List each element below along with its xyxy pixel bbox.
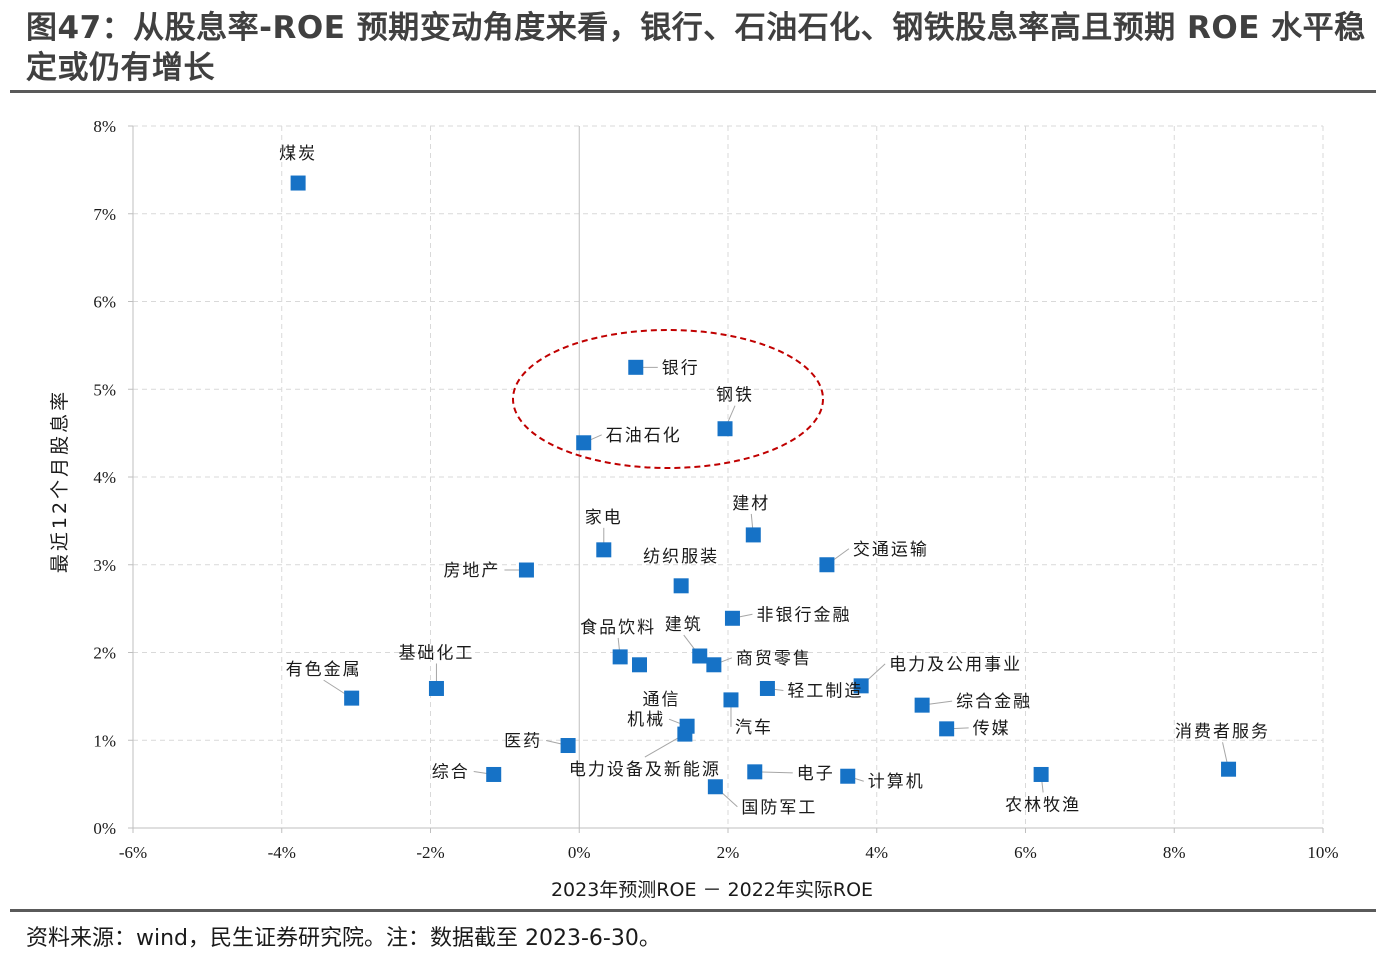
point-marker <box>840 768 856 784</box>
point-marker <box>576 435 592 451</box>
point-label: 食品饮料 <box>580 618 656 638</box>
point-marker <box>1033 766 1049 782</box>
point-label: 煤炭 <box>279 144 317 164</box>
point-marker <box>723 692 739 708</box>
point-label: 有色金属 <box>286 660 362 680</box>
x-tick-label: 6% <box>1014 843 1037 862</box>
point-marker <box>428 680 444 696</box>
point-label: 传媒 <box>973 719 1011 739</box>
point-marker <box>914 697 930 713</box>
point-marker <box>1221 761 1237 777</box>
point-marker <box>677 726 693 742</box>
label-leaders <box>323 366 1230 808</box>
point-marker <box>706 657 722 673</box>
point-label: 建材 <box>732 494 770 514</box>
point-label: 钢铁 <box>716 386 754 406</box>
y-tick-label: 2% <box>93 644 116 663</box>
point-label: 农林牧渔 <box>1005 795 1081 815</box>
y-tick-label: 6% <box>93 293 116 312</box>
point-marker <box>560 738 576 754</box>
data-points <box>290 175 1237 795</box>
point-marker <box>707 779 723 795</box>
point-marker <box>290 175 306 191</box>
point-label: 计算机 <box>868 772 925 792</box>
x-axis-label: 2023年预测ROE － 2022年实际ROE <box>551 879 873 901</box>
point-label: 通信 <box>642 690 680 710</box>
point-marker <box>759 680 775 696</box>
title-divider <box>10 90 1376 93</box>
point-label: 家电 <box>585 508 623 528</box>
point-marker <box>596 542 612 558</box>
point-label: 商贸零售 <box>736 649 812 669</box>
source-note: 资料来源：wind，民生证券研究院。注：数据截至 2023-6-30。 <box>26 926 661 951</box>
point-marker <box>612 649 628 665</box>
point-label: 非银行金融 <box>756 605 851 625</box>
point-marker <box>939 721 955 737</box>
axes: -6% -4% -2% 0% 2% 4% 6% 8% 10% 0% 1% 2% 3% 4% 5% 6% 7% 8% <box>93 117 1338 862</box>
point-label: 交通运输 <box>853 540 929 560</box>
point-label: 电子 <box>797 764 835 784</box>
point-marker <box>724 610 740 626</box>
point-label: 综合 <box>432 762 470 782</box>
footer-divider <box>10 909 1376 912</box>
x-tick-label: 0% <box>568 843 591 862</box>
point-marker <box>631 657 647 673</box>
y-tick-label: 5% <box>93 380 116 399</box>
x-tick-label: 4% <box>865 843 888 862</box>
point-label: 电力及公用事业 <box>889 655 1022 675</box>
y-tick-label: 3% <box>93 556 116 575</box>
point-label: 消费者服务 <box>1175 722 1270 742</box>
highlight-ellipse <box>512 329 824 469</box>
point-label: 石油石化 <box>606 426 682 446</box>
point-marker <box>745 527 761 543</box>
point-label: 医药 <box>504 732 542 752</box>
point-marker <box>673 578 689 594</box>
point-marker <box>486 766 502 782</box>
x-tick-label: 2% <box>717 843 740 862</box>
point-marker <box>747 764 763 780</box>
x-tick-label: -4% <box>268 843 296 862</box>
point-label: 建筑 <box>665 615 703 635</box>
point-marker <box>819 557 835 573</box>
point-marker <box>853 678 869 694</box>
point-label: 电力设备及新能源 <box>569 760 721 780</box>
gridlines <box>132 125 1324 828</box>
y-axis-label: 最近12个月股息率 <box>49 389 71 573</box>
point-marker <box>692 648 708 664</box>
point-marker <box>628 359 644 375</box>
point-label: 房地产 <box>443 561 500 581</box>
x-tick-label: -2% <box>416 843 444 862</box>
point-label: 汽车 <box>735 718 773 738</box>
point-label: 银行 <box>662 358 700 378</box>
x-tick-label: 8% <box>1163 843 1186 862</box>
y-tick-label: 4% <box>93 468 116 487</box>
x-tick-label: -6% <box>119 843 147 862</box>
point-label: 国防军工 <box>741 798 817 818</box>
point-label: 综合金融 <box>956 692 1032 712</box>
point-label: 轻工制造 <box>787 681 863 701</box>
point-label: 基础化工 <box>398 643 474 663</box>
scatter-chart: -6% -4% -2% 0% 2% 4% 6% 8% 10% 0% 1% 2% 3% 4% 5% 6% 7% 8%… <box>49 117 1339 901</box>
y-tick-label: 7% <box>93 205 116 224</box>
point-marker <box>344 690 360 706</box>
point-label: 机械 <box>627 710 665 730</box>
point-label: 纺织服装 <box>643 547 719 567</box>
y-tick-label: 0% <box>93 819 116 838</box>
figure-title: 图47：从股息率-ROE 预期变动角度来看，银行、石油石化、钢铁股息率高且预期 … <box>26 10 1366 86</box>
y-tick-label: 1% <box>93 731 116 750</box>
point-marker <box>518 562 534 578</box>
point-marker <box>717 421 733 437</box>
y-tick-label: 8% <box>93 117 116 136</box>
x-tick-label: 10% <box>1307 843 1338 862</box>
